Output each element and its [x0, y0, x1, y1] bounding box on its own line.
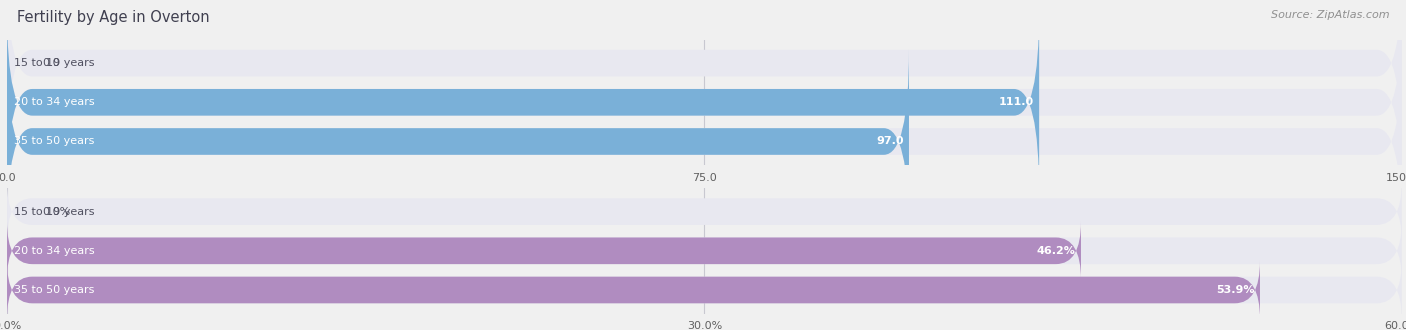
FancyBboxPatch shape: [7, 10, 1402, 195]
Text: 46.2%: 46.2%: [1036, 246, 1076, 256]
Text: 0.0: 0.0: [42, 58, 59, 68]
Text: 35 to 50 years: 35 to 50 years: [14, 137, 94, 147]
FancyBboxPatch shape: [7, 182, 1402, 241]
Text: 20 to 34 years: 20 to 34 years: [14, 97, 94, 107]
FancyBboxPatch shape: [7, 49, 1402, 234]
FancyBboxPatch shape: [7, 261, 1402, 319]
Text: 20 to 34 years: 20 to 34 years: [14, 246, 94, 256]
FancyBboxPatch shape: [7, 222, 1081, 280]
Text: Source: ZipAtlas.com: Source: ZipAtlas.com: [1271, 10, 1389, 20]
FancyBboxPatch shape: [7, 10, 1039, 195]
FancyBboxPatch shape: [7, 0, 1402, 156]
FancyBboxPatch shape: [7, 49, 908, 234]
Text: 15 to 19 years: 15 to 19 years: [14, 58, 94, 68]
Text: Fertility by Age in Overton: Fertility by Age in Overton: [17, 10, 209, 25]
Text: 111.0: 111.0: [998, 97, 1033, 107]
Text: 97.0: 97.0: [876, 137, 904, 147]
Text: 35 to 50 years: 35 to 50 years: [14, 285, 94, 295]
FancyBboxPatch shape: [7, 261, 1260, 319]
Text: 53.9%: 53.9%: [1216, 285, 1254, 295]
FancyBboxPatch shape: [7, 222, 1402, 280]
Text: 15 to 19 years: 15 to 19 years: [14, 207, 94, 216]
Text: 0.0%: 0.0%: [42, 207, 70, 216]
